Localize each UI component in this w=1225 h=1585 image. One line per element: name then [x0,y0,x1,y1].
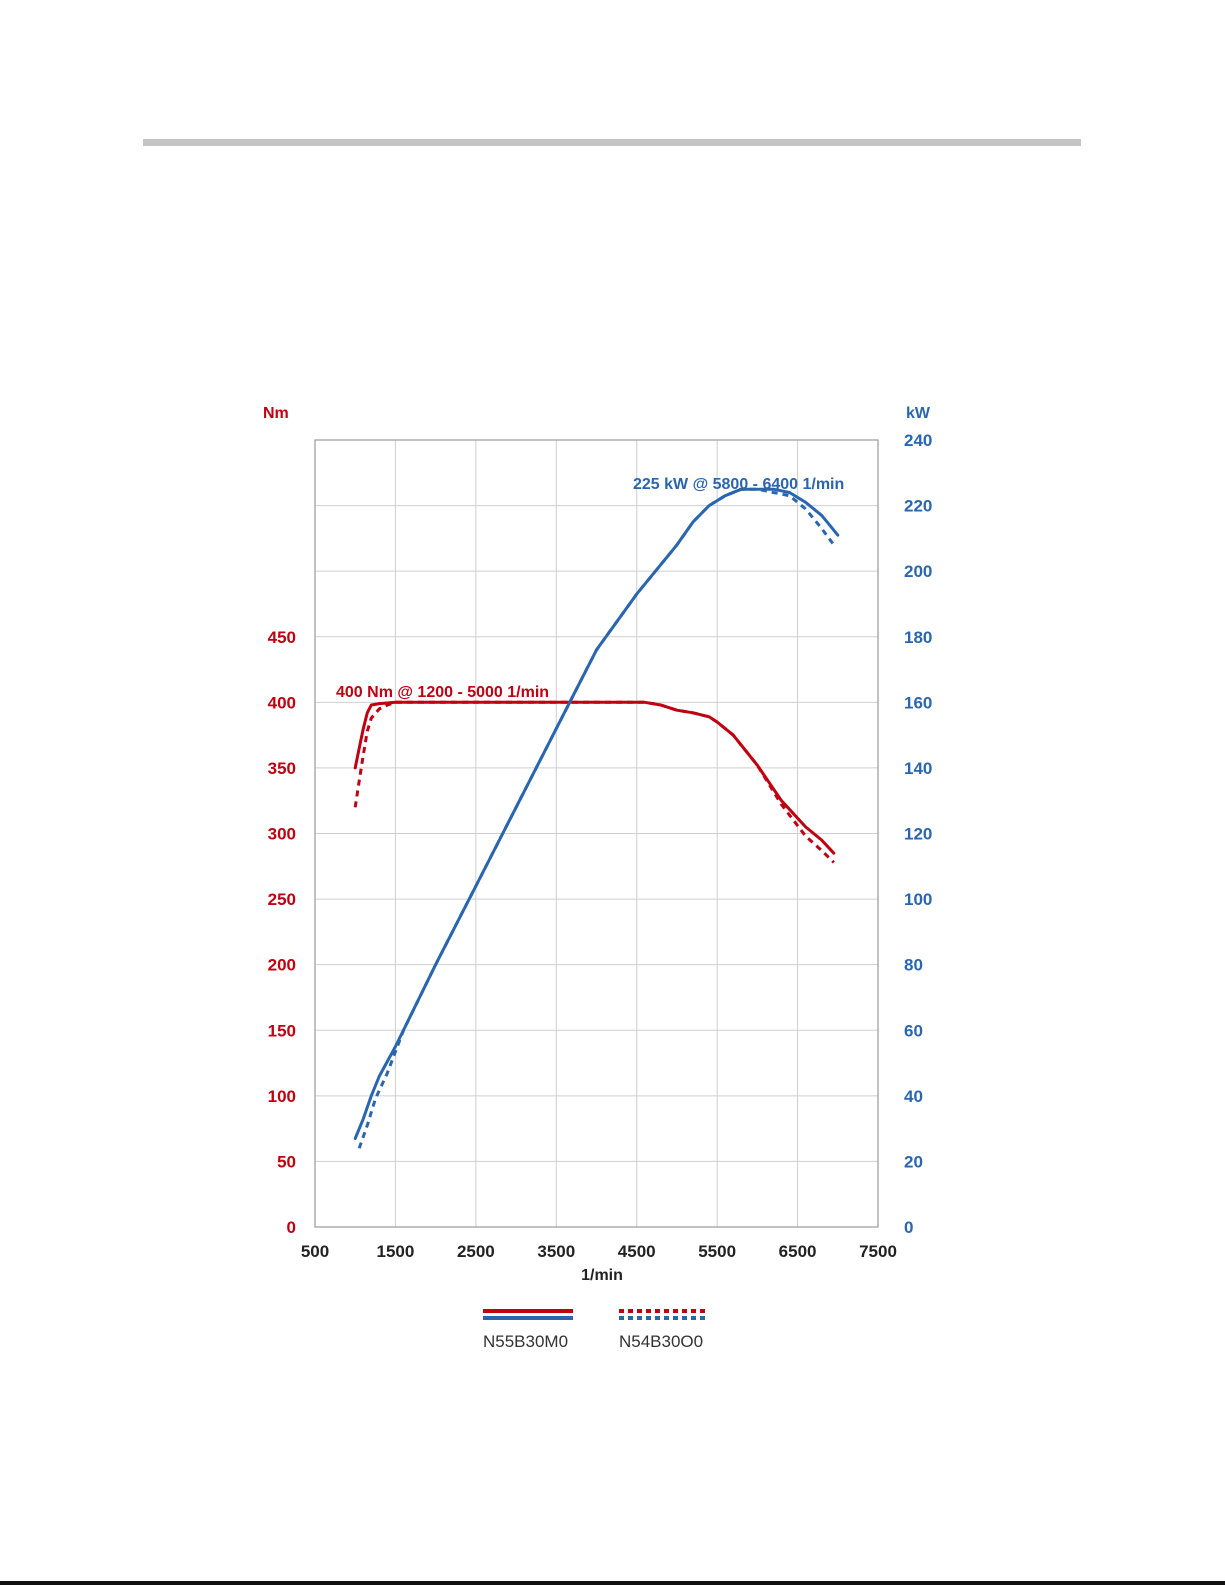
x-tick-label: 2500 [457,1242,495,1261]
y-right-tick-label: 140 [904,759,932,778]
legend-label-n54: N54B30O0 [619,1332,703,1351]
y-left-tick-label: 50 [277,1152,296,1171]
x-tick-label: 500 [301,1242,329,1261]
y-left-axis-title: Nm [263,405,289,422]
y-right-ticks: 0 20 40 60 80 100 120 140 160 180 200 220 240 [904,431,932,1237]
y-right-tick-label: 60 [904,1021,923,1040]
y-right-tick-label: 220 [904,497,932,516]
x-axis-title: 1/min [581,1267,623,1284]
y-left-tick-label: 150 [268,1021,296,1040]
x-ticks: 500 1500 2500 3500 4500 5500 6500 7500 [301,1242,897,1261]
x-tick-label: 3500 [537,1242,575,1261]
plot-frame [314,439,879,1228]
legend-label-n55: N55B30M0 [483,1332,568,1351]
torque-peak-annotation: 400 Nm @ 1200 - 5000 1/min [336,684,549,701]
y-right-tick-label: 200 [904,562,932,581]
y-right-tick-label: 0 [904,1218,913,1237]
y-left-tick-label: 400 [268,693,296,712]
legend: N55B30M0 N54B30O0 [483,1309,708,1351]
y-left-tick-label: 250 [268,890,296,909]
y-left-tick-label: 300 [268,825,296,844]
y-left-tick-label: 100 [268,1087,296,1106]
y-right-axis-title: kW [906,405,931,422]
y-left-ticks: 0 50 100 150 200 250 300 350 400 450 [268,628,296,1237]
y-left-tick-label: 350 [268,759,296,778]
bottom-rule [0,1581,1225,1585]
power-dashed-line [357,487,836,1149]
y-right-tick-label: 240 [904,431,932,450]
y-right-tick-label: 160 [904,693,932,712]
top-rule [143,139,1081,146]
x-tick-label: 4500 [618,1242,656,1261]
y-right-tick-label: 40 [904,1087,923,1106]
power-solid-line [353,487,840,1140]
power-peak-annotation: 225 kW @ 5800 - 6400 1/min [633,476,844,493]
grid [314,439,879,1228]
y-right-tick-label: 20 [904,1152,923,1171]
series-layer [353,487,840,1149]
y-left-tick-label: 450 [268,628,296,647]
y-left-tick-label: 0 [287,1218,296,1237]
y-right-tick-label: 120 [904,825,932,844]
torque-dashed-line [353,700,835,864]
y-right-tick-label: 80 [904,956,923,975]
y-left-tick-label: 200 [268,956,296,975]
x-tick-label: 1500 [377,1242,415,1261]
x-tick-label: 7500 [859,1242,897,1261]
x-tick-label: 6500 [779,1242,817,1261]
y-right-tick-label: 180 [904,628,932,647]
x-tick-label: 5500 [698,1242,736,1261]
torque-solid-line [353,700,836,855]
y-right-tick-label: 100 [904,890,932,909]
